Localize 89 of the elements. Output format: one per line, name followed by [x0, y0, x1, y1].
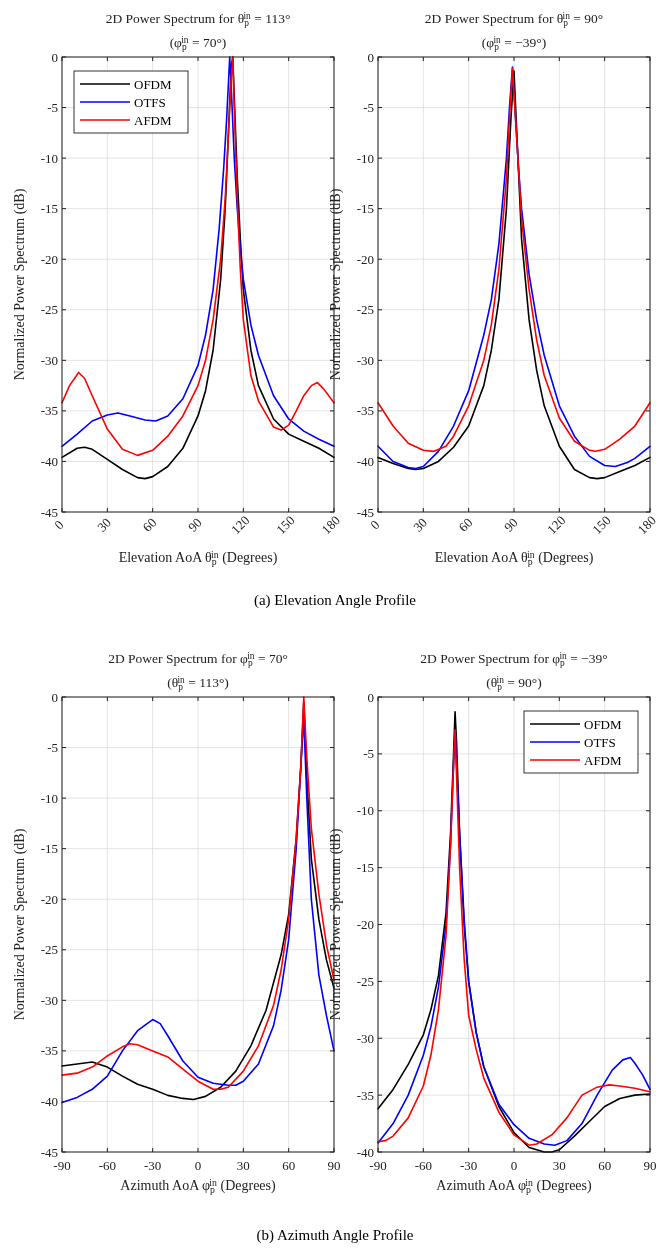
y-tick-label: -45	[40, 1144, 58, 1160]
x-tick-label: -90	[53, 1158, 71, 1173]
x-tick-label: 150	[589, 512, 614, 538]
x-tick-label: 120	[543, 512, 569, 538]
chart-title: 2D Power Spectrum for θ$_{p}$$^{in}$ = 90°	[424, 10, 604, 28]
y-tick-label: -45	[40, 504, 58, 520]
y-tick-label: -10	[40, 790, 58, 806]
y-tick-label: 0	[51, 689, 58, 705]
x-axis-title: Elevation AoA θ$_{p}$$^{in}$ (Degrees)	[118, 548, 278, 567]
y-tick-label: -40	[40, 1093, 58, 1109]
chart-subtitle: (θ$_{p}$$^{in}$ = 113°)	[167, 674, 229, 692]
y-tick-label: 0	[51, 49, 58, 65]
y-tick-label: -30	[356, 352, 374, 368]
y-tick-label: -10	[356, 803, 374, 819]
x-tick-label: 150	[273, 512, 298, 538]
y-tick-label: -5	[47, 740, 58, 756]
y-tick-label: -20	[40, 251, 58, 267]
y-axis-title: Normalized Power Spectrum (dB)	[12, 188, 28, 381]
y-tick-label: -15	[356, 860, 374, 876]
y-tick-label: -10	[40, 150, 58, 166]
x-tick-label: 0	[194, 1158, 202, 1173]
y-axis-title: Normalized Power Spectrum (dB)	[12, 828, 28, 1021]
y-tick-label: -5	[363, 746, 374, 762]
y-tick-label: -40	[40, 453, 58, 469]
x-tick-label: 90	[327, 1158, 341, 1173]
y-tick-label: -35	[40, 1043, 58, 1059]
y-tick-label: -35	[356, 403, 374, 419]
x-tick-label: 30	[236, 1158, 250, 1173]
x-tick-label: 180	[318, 512, 344, 538]
y-tick-label: -25	[356, 973, 374, 989]
x-tick-label: 180	[634, 512, 660, 538]
x-tick-label: 120	[227, 512, 253, 538]
y-tick-label: -45	[356, 504, 374, 520]
x-tick-label: 90	[184, 514, 205, 535]
x-tick-label: 30	[94, 514, 115, 535]
legend-label: OTFS	[584, 734, 616, 750]
x-tick-label: 90	[643, 1158, 657, 1173]
chart-subtitle: (θ$_{p}$$^{in}$ = 90°)	[486, 674, 542, 692]
y-tick-label: -30	[40, 992, 58, 1008]
y-tick-label: -40	[356, 1144, 374, 1160]
y-axis-title: Normalized Power Spectrum (dB)	[328, 188, 344, 381]
chart-title: 2D Power Spectrum for θ$_{p}$$^{in}$ = 113°	[105, 10, 291, 28]
x-tick-label: 60	[455, 514, 476, 535]
x-axis-title: Azimuth AoA φ$_{p}$$^{in}$ (Degrees)	[120, 1176, 277, 1195]
y-tick-label: -15	[40, 841, 58, 857]
y-tick-label: -25	[40, 942, 58, 958]
x-tick-label: 30	[410, 514, 431, 535]
y-tick-label: -5	[47, 100, 58, 116]
chart-subtitle: (φ$_{p}$$^{in}$ = −39°)	[481, 34, 547, 52]
x-tick-label: 60	[139, 514, 160, 535]
legend-label: OFDM	[584, 716, 623, 732]
legend-label: OTFS	[134, 94, 166, 110]
y-tick-label: -15	[356, 201, 374, 217]
y-tick-label: -15	[40, 201, 58, 217]
x-tick-label: -30	[459, 1158, 478, 1173]
y-tick-label: -30	[356, 1030, 374, 1046]
y-tick-label: 0	[367, 689, 374, 705]
legend-label: AFDM	[584, 752, 623, 768]
y-tick-label: -25	[40, 302, 58, 318]
y-tick-label: -20	[356, 251, 374, 267]
legend-label: AFDM	[134, 112, 173, 128]
y-tick-label: -35	[40, 403, 58, 419]
x-axis-title: Elevation AoA θ$_{p}$$^{in}$ (Degrees)	[434, 548, 594, 567]
y-tick-label: -30	[40, 352, 58, 368]
y-tick-label: 0	[367, 49, 374, 65]
x-tick-label: 60	[598, 1158, 612, 1173]
x-tick-label: -30	[143, 1158, 162, 1173]
chart-subtitle: (φ$_{p}$$^{in}$ = 70°)	[169, 34, 227, 52]
x-tick-label: 0	[510, 1158, 518, 1173]
x-tick-label: 60	[282, 1158, 296, 1173]
y-tick-label: -20	[40, 891, 58, 907]
x-tick-label: -60	[98, 1158, 117, 1173]
x-tick-label: 30	[552, 1158, 566, 1173]
y-tick-label: -10	[356, 150, 374, 166]
x-tick-label: 90	[500, 514, 521, 535]
x-tick-label: -90	[369, 1158, 387, 1173]
y-axis-title: Normalized Power Spectrum (dB)	[328, 828, 344, 1021]
y-tick-label: -25	[356, 302, 374, 318]
text: (a) Elevation Angle Profile	[253, 592, 417, 609]
x-axis-title: Azimuth AoA φ$_{p}$$^{in}$ (Degrees)	[436, 1176, 593, 1195]
y-tick-label: -5	[363, 100, 374, 116]
x-tick-label: -60	[414, 1158, 433, 1173]
chart-title: 2D Power Spectrum for φ$_{p}$$^{in}$ = 70°	[108, 650, 288, 668]
legend-label: OFDM	[134, 76, 173, 92]
text: (b) Azimuth Angle Profile	[256, 1227, 414, 1244]
y-tick-label: -40	[356, 453, 374, 469]
chart-title: 2D Power Spectrum for φ$_{p}$$^{in}$ = −39°	[420, 650, 608, 668]
y-tick-label: -20	[356, 917, 374, 933]
y-tick-label: -35	[356, 1087, 374, 1103]
